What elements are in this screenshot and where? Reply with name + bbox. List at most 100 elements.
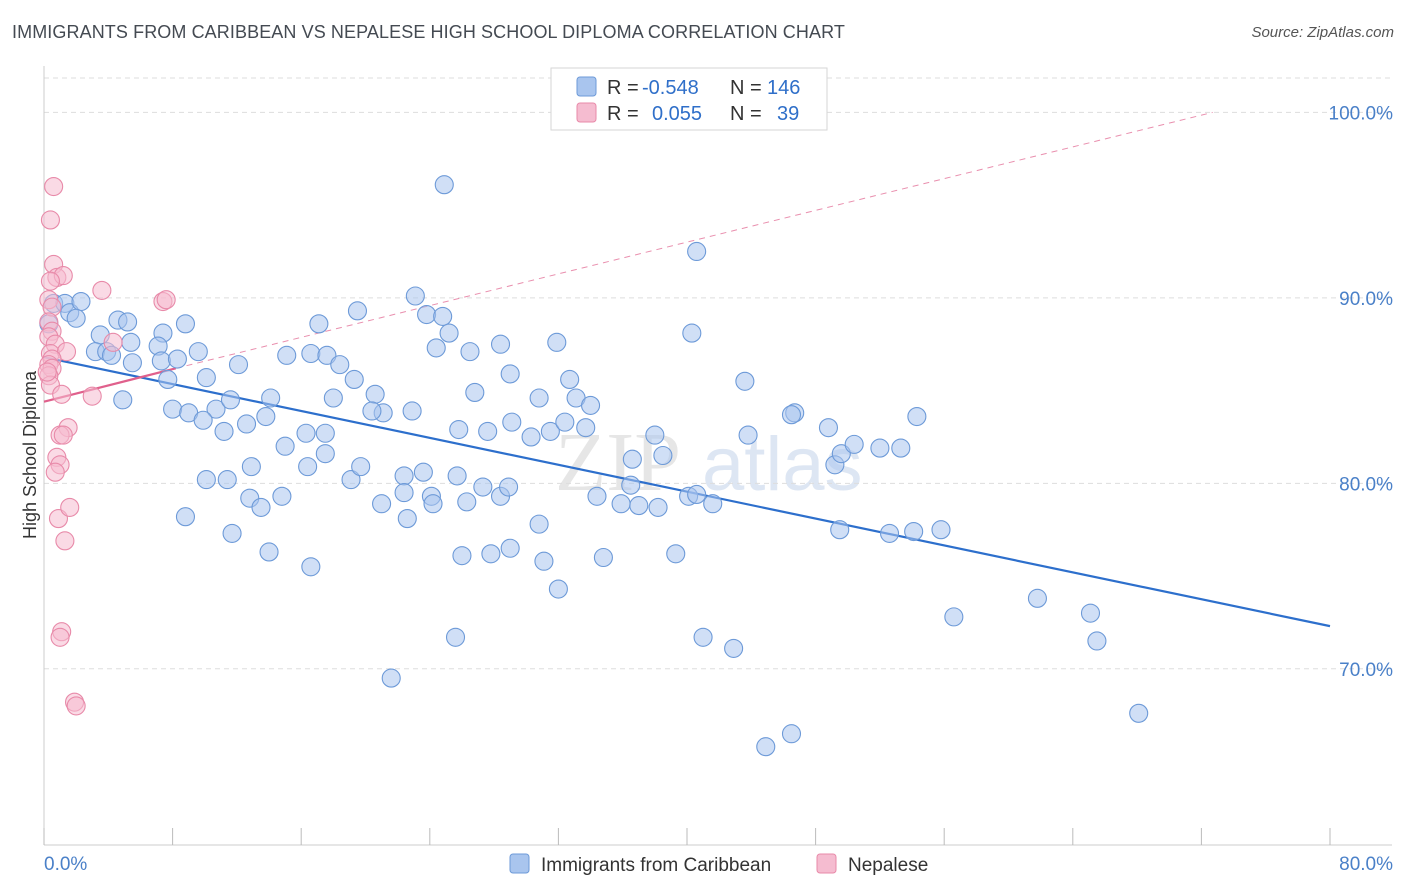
nepalese-point-38 bbox=[82, 386, 102, 406]
y-tick-label-100: 100.0% bbox=[1329, 103, 1394, 124]
caribbean-point-79 bbox=[196, 470, 216, 490]
caribbean-point-113 bbox=[445, 627, 466, 647]
nepalese-point-33 bbox=[92, 280, 112, 300]
caribbean-point-109 bbox=[534, 551, 554, 571]
legend-n-value-1: 146 bbox=[767, 77, 800, 99]
caribbean-point-97 bbox=[622, 449, 642, 469]
caribbean-point-44 bbox=[365, 384, 385, 404]
correlation-legend: R = -0.548 N = 146 R = 0.055 N = 39 bbox=[550, 67, 828, 131]
caribbean-point-122 bbox=[687, 241, 707, 262]
caribbean-point-21 bbox=[228, 355, 249, 375]
caribbean-point-46 bbox=[362, 401, 382, 421]
caribbean-point-60 bbox=[405, 286, 425, 306]
caribbean-point-80 bbox=[217, 470, 237, 490]
caribbean-point-14 bbox=[151, 351, 171, 371]
nepalese-point-35 bbox=[156, 290, 176, 310]
caribbean-point-62 bbox=[433, 306, 453, 326]
caribbean-point-107 bbox=[481, 544, 501, 564]
caribbean-point-112 bbox=[666, 544, 686, 564]
caribbean-point-11 bbox=[121, 332, 141, 352]
caribbean-point-133 bbox=[891, 438, 911, 458]
caribbean-point-119 bbox=[830, 520, 850, 540]
series-legend-swatch-blue bbox=[509, 853, 530, 874]
caribbean-point-35 bbox=[275, 436, 295, 456]
legend-swatch-blue bbox=[576, 76, 597, 97]
caribbean-point-42 bbox=[341, 470, 361, 490]
caribbean-point-77 bbox=[555, 412, 575, 432]
caribbean-point-69 bbox=[560, 369, 580, 390]
caribbean-point-76 bbox=[580, 395, 601, 415]
legend-r-value-1: -0.548 bbox=[642, 77, 699, 99]
caribbean-point-18 bbox=[167, 349, 187, 369]
caribbean-point-132 bbox=[870, 438, 890, 458]
caribbean-point-55 bbox=[465, 382, 485, 402]
nepalese-point-36 bbox=[103, 332, 123, 352]
caribbean-point-139 bbox=[1027, 588, 1047, 608]
caribbean-point-86 bbox=[272, 486, 292, 506]
legend-r-value-2: 0.055 bbox=[652, 103, 702, 125]
caribbean-point-121 bbox=[682, 323, 702, 343]
caribbean-point-84 bbox=[222, 523, 242, 543]
caribbean-point-138 bbox=[944, 607, 964, 627]
nepalese-point-0 bbox=[44, 177, 64, 197]
caribbean-point-134 bbox=[907, 406, 927, 427]
caribbean-point-83 bbox=[175, 507, 196, 527]
caribbean-point-131 bbox=[844, 434, 864, 454]
caribbean-point-96 bbox=[587, 486, 607, 506]
nepalese-point-32 bbox=[66, 696, 86, 716]
caribbean-point-105 bbox=[703, 494, 723, 514]
caribbean-point-103 bbox=[653, 445, 673, 466]
x-tick-label-max: 80.0% bbox=[1339, 854, 1393, 875]
caribbean-point-65 bbox=[460, 342, 480, 362]
caribbean-point-85 bbox=[259, 542, 279, 562]
caribbean-point-114 bbox=[381, 668, 401, 688]
caribbean-point-61 bbox=[417, 304, 437, 325]
nepalese-trend-extension bbox=[175, 111, 1213, 369]
caribbean-point-50 bbox=[372, 494, 392, 514]
caribbean-point-27 bbox=[220, 390, 241, 410]
caribbean-point-67 bbox=[500, 364, 520, 384]
caribbean-point-23 bbox=[113, 390, 133, 410]
caribbean-point-36 bbox=[296, 423, 316, 443]
y-tick-label-70: 70.0% bbox=[1339, 660, 1393, 681]
caribbean-point-142 bbox=[1129, 703, 1149, 723]
caribbean-point-24 bbox=[163, 399, 183, 419]
nepalese-point-30 bbox=[50, 627, 70, 647]
nepalese-point-22 bbox=[53, 425, 73, 445]
caribbean-point-38 bbox=[323, 388, 343, 408]
caribbean-point-128 bbox=[781, 405, 802, 425]
caribbean-point-28 bbox=[236, 414, 257, 434]
caribbean-point-99 bbox=[629, 496, 649, 516]
caribbean-point-130 bbox=[831, 444, 851, 464]
data-points bbox=[37, 175, 1149, 757]
nepalese-point-27 bbox=[60, 497, 80, 517]
caribbean-point-115 bbox=[693, 627, 713, 647]
caribbean-point-15 bbox=[175, 314, 196, 334]
caribbean-point-22 bbox=[158, 369, 178, 390]
caribbean-point-75 bbox=[576, 418, 596, 438]
gridlines bbox=[44, 77, 1392, 670]
caribbean-point-110 bbox=[548, 579, 568, 599]
caribbean-point-68 bbox=[547, 332, 567, 352]
caribbean-point-54 bbox=[478, 421, 498, 441]
caribbean-point-5 bbox=[66, 308, 86, 328]
source-credit: Source: ZipAtlas.com bbox=[1251, 24, 1394, 41]
legend-box bbox=[550, 67, 828, 131]
caribbean-point-124 bbox=[645, 425, 665, 445]
x-tick-label-min: 0.0% bbox=[44, 854, 87, 875]
caribbean-point-108 bbox=[500, 538, 520, 558]
caribbean-point-135 bbox=[879, 523, 900, 543]
caribbean-point-7 bbox=[118, 312, 138, 332]
caribbean-point-19 bbox=[188, 342, 208, 362]
y-tick-label-80: 80.0% bbox=[1339, 474, 1393, 495]
caribbean-point-43 bbox=[351, 457, 371, 477]
caribbean-point-32 bbox=[277, 345, 297, 365]
tick-labels: 70.0% 80.0% 90.0% 100.0% 0.0% 80.0% bbox=[44, 103, 1393, 875]
caribbean-point-51 bbox=[394, 483, 414, 503]
caribbean-point-74 bbox=[540, 421, 560, 441]
series-legend-label-caribbean: Immigrants from Caribbean bbox=[541, 855, 771, 876]
caribbean-point-17 bbox=[122, 353, 142, 373]
y-tick-label-90: 90.0% bbox=[1339, 289, 1393, 310]
caribbean-point-26 bbox=[206, 399, 226, 419]
caribbean-point-88 bbox=[397, 509, 417, 529]
